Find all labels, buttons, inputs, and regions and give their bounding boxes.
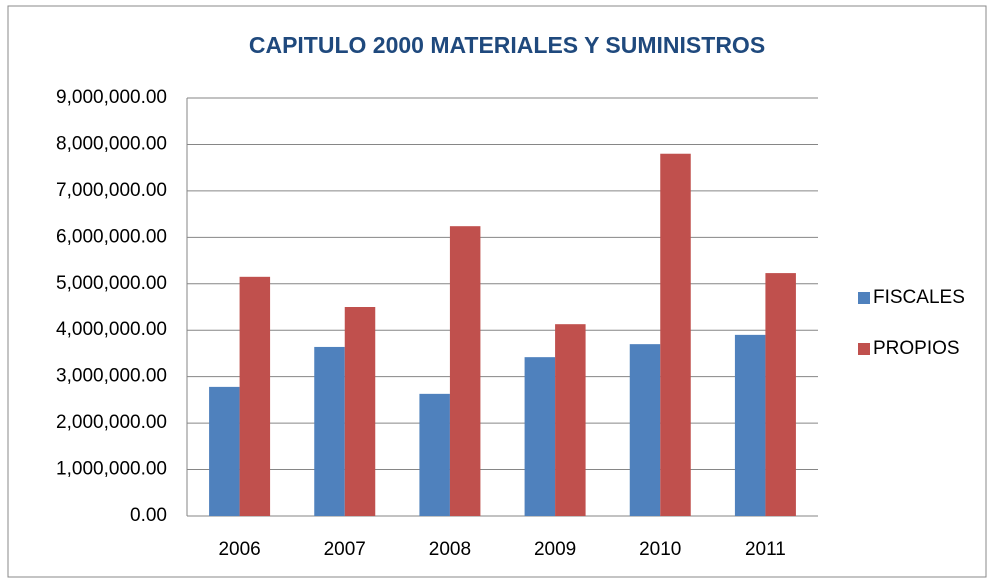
x-tick-label: 2010 — [639, 539, 681, 560]
x-tick-label: 2006 — [218, 539, 260, 560]
legend-label: PROPIOS — [873, 338, 960, 359]
bar — [524, 357, 556, 516]
y-tick-label: 7,000,000.00 — [56, 180, 167, 201]
y-tick-label: 1,000,000.00 — [56, 459, 167, 480]
bar — [660, 153, 691, 516]
y-tick-label: 0.00 — [130, 505, 167, 526]
bar — [419, 393, 450, 516]
y-tick-label: 5,000,000.00 — [56, 273, 167, 294]
bar — [765, 273, 796, 516]
y-tick-label: 4,000,000.00 — [56, 319, 167, 340]
legend-swatch — [858, 343, 870, 355]
bar — [314, 346, 345, 516]
y-tick-label: 6,000,000.00 — [56, 226, 167, 247]
y-tick-label: 2,000,000.00 — [56, 412, 167, 433]
x-tick-label: 2011 — [745, 539, 786, 560]
chart-title: CAPITULO 2000 MATERIALES Y SUMINISTROS — [249, 32, 765, 58]
legend-swatch — [858, 292, 870, 304]
bar — [239, 276, 271, 516]
x-tick-label: 2009 — [534, 539, 576, 560]
x-tick-label: 2008 — [429, 539, 471, 560]
y-tick-label: 8,000,000.00 — [56, 133, 167, 154]
bar — [555, 324, 586, 516]
chart-border — [7, 5, 987, 578]
bar — [449, 226, 481, 517]
legend-label: FISCALES — [873, 287, 965, 308]
x-tick-label: 2007 — [324, 539, 366, 560]
bar — [209, 386, 240, 516]
bar — [344, 307, 376, 516]
y-tick-label: 3,000,000.00 — [56, 366, 167, 387]
bar — [629, 344, 661, 516]
bar — [734, 334, 766, 516]
y-tick-label: 9,000,000.00 — [56, 87, 167, 108]
